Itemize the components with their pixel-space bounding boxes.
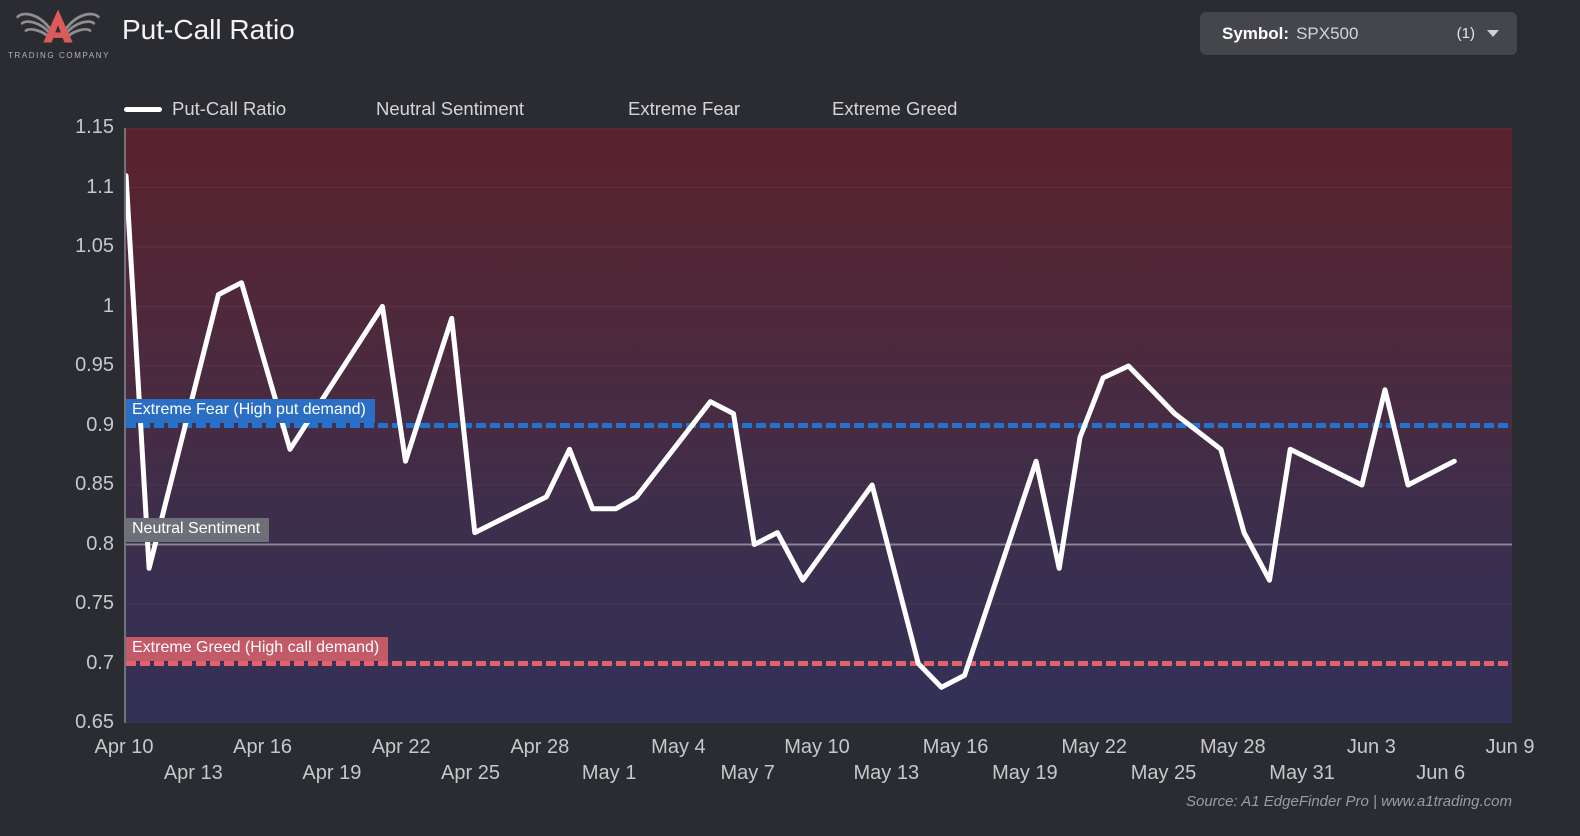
plot-area: Extreme Fear (High put demand) Neutral S… <box>124 128 1512 723</box>
wings-logo-icon <box>16 9 100 43</box>
legend-item-neutral-sentiment[interactable]: Neutral Sentiment <box>376 97 524 121</box>
put-call-ratio-line <box>126 173 1457 690</box>
x-tick-label: May 28 <box>1200 736 1266 758</box>
symbol-label: Symbol: <box>1222 23 1290 43</box>
ref-label-extreme-greed: Extreme Greed (High call demand) <box>126 636 389 661</box>
legend-label: Put-Call Ratio <box>172 98 287 119</box>
put-call-ratio-chart <box>126 128 1512 723</box>
symbol-count: (1) <box>1456 25 1475 42</box>
x-tick-label: May 16 <box>922 736 989 758</box>
y-tick-label: 0.65 <box>75 711 114 733</box>
symbol-value: SPX500 <box>1296 23 1359 43</box>
y-tick-label: 1.15 <box>75 116 114 138</box>
y-tick-label: 1.05 <box>75 235 114 257</box>
y-tick-label: 0.7 <box>86 651 114 674</box>
legend-item-extreme-greed[interactable]: Extreme Greed <box>832 97 957 121</box>
ref-label-neutral-sentiment: Neutral Sentiment <box>126 517 270 542</box>
y-tick-label: 0.9 <box>86 413 114 436</box>
x-tick-label: Apr 10 <box>94 736 154 758</box>
x-tick-label: Apr 16 <box>233 736 293 758</box>
x-tick-label: Apr 22 <box>371 736 431 758</box>
brand-logo: TRADING COMPANY <box>8 4 108 60</box>
legend-swatch <box>124 106 162 112</box>
x-tick-label: Apr 28 <box>510 736 570 758</box>
y-tick-label: 0.95 <box>75 354 114 376</box>
x-tick-label: Jun 9 <box>1485 736 1535 758</box>
legend-label: Extreme Greed <box>832 98 958 119</box>
y-tick-label: 0.85 <box>75 473 114 495</box>
x-tick-label: May 7 <box>720 762 775 784</box>
chevron-down-icon <box>1487 30 1499 37</box>
legend-label: Extreme Fear <box>628 98 741 119</box>
x-tick-label: Apr 19 <box>302 762 362 784</box>
x-tick-label: May 10 <box>784 736 850 758</box>
y-tick-label: 0.75 <box>75 592 114 614</box>
legend-label: Neutral Sentiment <box>376 98 525 119</box>
x-tick-label: Apr 25 <box>441 762 500 784</box>
ref-label-extreme-fear: Extreme Fear (High put demand) <box>126 398 375 423</box>
x-tick-label: May 19 <box>992 762 1058 784</box>
legend-item-extreme-fear[interactable]: Extreme Fear <box>628 97 740 121</box>
x-tick-label: May 31 <box>1269 762 1335 784</box>
page-title: Put-Call Ratio <box>122 14 295 45</box>
x-tick-label: May 13 <box>853 762 920 784</box>
brand-subtitle: TRADING COMPANY <box>8 51 111 60</box>
y-tick-label: 0.8 <box>86 532 114 555</box>
symbol-selector[interactable]: Symbol: SPX500 (1) <box>1200 12 1517 55</box>
x-tick-label: May 25 <box>1130 762 1197 784</box>
source-note: Source: A1 EdgeFinder Pro | www.a1tradin… <box>1185 793 1512 810</box>
x-tick-label: Jun 6 <box>1416 762 1466 784</box>
legend-item-put-call-ratio[interactable]: Put-Call Ratio <box>124 97 286 121</box>
y-tick-label: 1 <box>102 294 114 317</box>
x-tick-label: May 22 <box>1061 736 1127 758</box>
x-tick-label: May 4 <box>651 736 706 758</box>
x-tick-label: May 1 <box>581 762 637 784</box>
x-tick-label: Jun 3 <box>1346 736 1396 758</box>
x-tick-label: Apr 13 <box>163 762 223 784</box>
y-tick-label: 1.1 <box>86 175 114 198</box>
